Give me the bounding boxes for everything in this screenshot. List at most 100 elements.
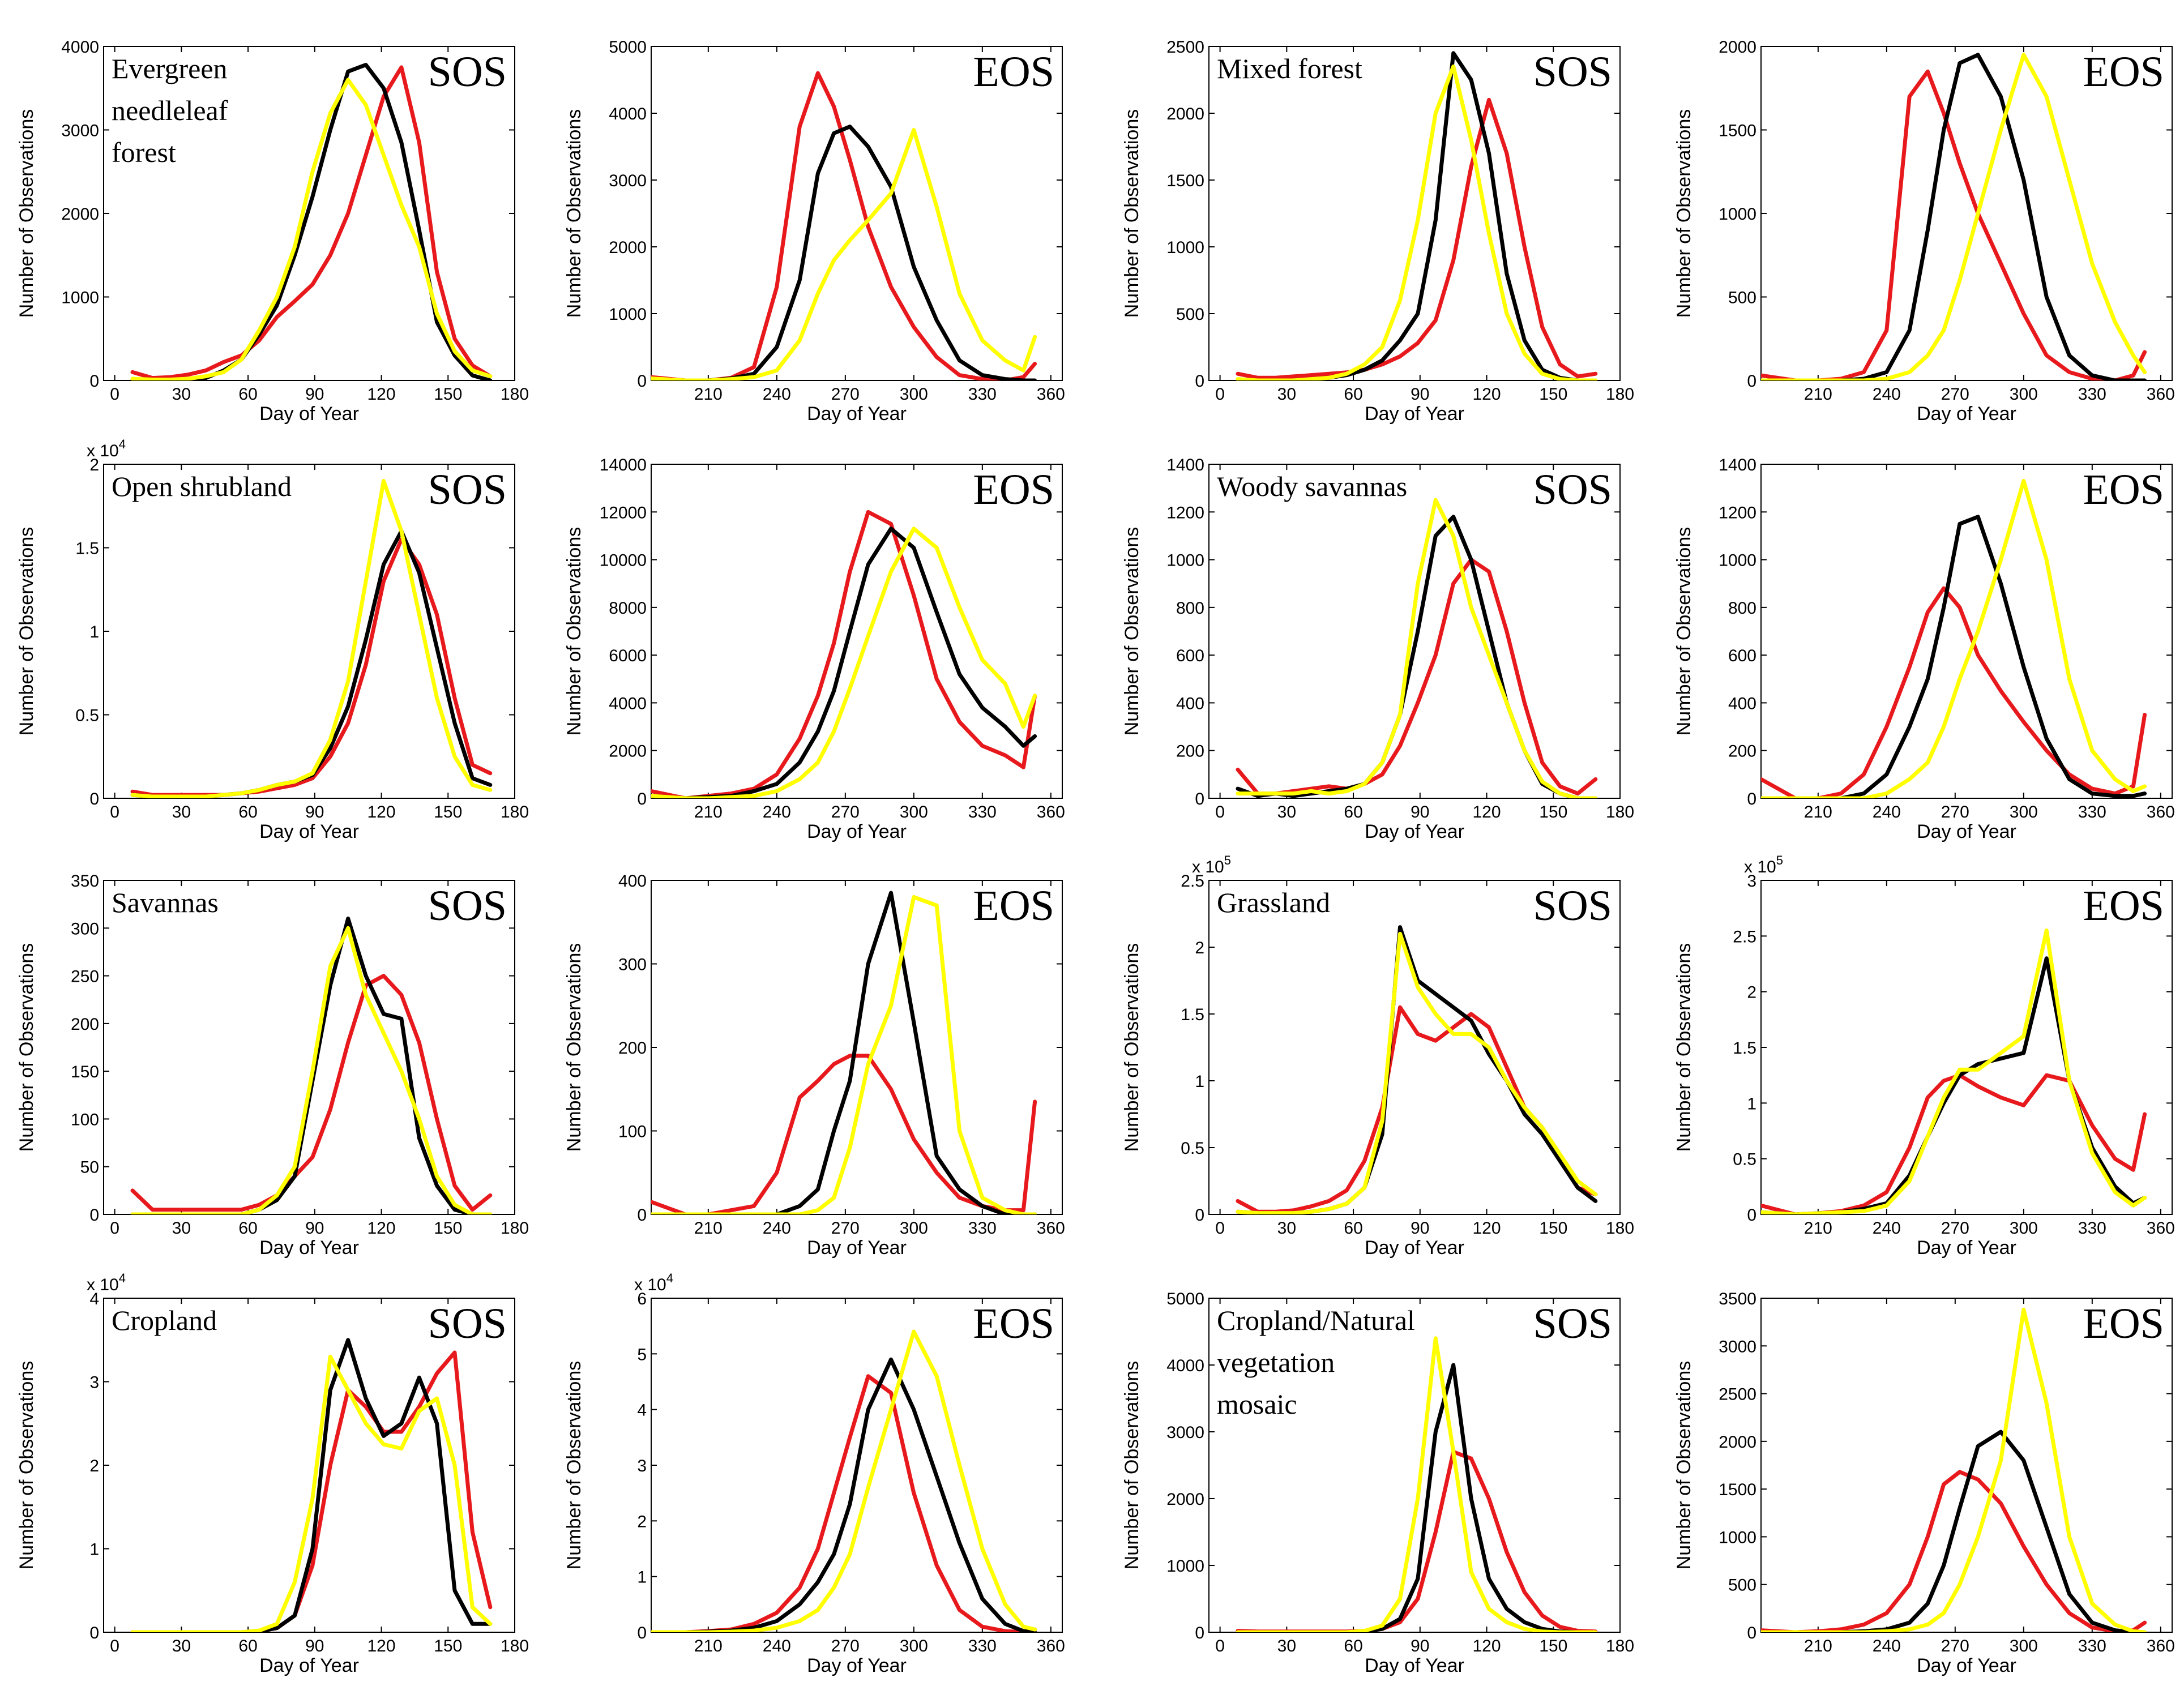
y-tick-label: 1000	[609, 305, 647, 324]
phase-label: EOS	[973, 882, 1054, 930]
y-tick-label: 0	[89, 372, 99, 391]
y-axis-label: Number of Observations	[563, 109, 585, 318]
phase-label: SOS	[1533, 1300, 1612, 1347]
x-tick-label: 150	[1539, 1637, 1567, 1655]
phase-label: EOS	[973, 466, 1054, 514]
series-red-line	[1236, 1449, 1598, 1632]
panel-13: 0 30 60 90 120 150 180 0 1 2 3 4 Day of Year Number o…	[16, 1271, 529, 1676]
panel-12: 210 240 270 300 330 360 0 0.5 1 1.5 2 2.5 3 Day of Ye…	[1673, 853, 2175, 1259]
panel-3: 0 30 60 90 120 150 180 0 500 1000 1500 2000 2500 Day …	[1121, 38, 1634, 425]
x-tick-label: 360	[2147, 803, 2175, 821]
axis-multiplier: x 105	[1744, 853, 1783, 876]
x-tick-label: 90	[305, 1637, 324, 1655]
series-yellow-line	[1236, 1336, 1598, 1632]
y-tick-label: 1500	[1166, 172, 1204, 190]
x-tick-label: 300	[900, 1637, 928, 1655]
y-tick-label: 1200	[1719, 503, 1756, 522]
axis-multiplier: x 104	[87, 437, 126, 460]
x-tick-label: 240	[763, 385, 791, 404]
vegetation-type-label: Mixed forest	[1217, 53, 1362, 84]
x-tick-label: 150	[434, 803, 462, 821]
y-tick-label: 1000	[61, 289, 99, 307]
series-yellow-line	[1761, 1307, 2147, 1632]
y-tick-label: 4000	[1166, 1357, 1204, 1375]
x-tick-label: 30	[172, 385, 191, 404]
series-yellow-line	[651, 128, 1037, 380]
axes-frame	[1208, 880, 1621, 1215]
y-tick-label: 200	[618, 1039, 647, 1058]
x-tick-label: 0	[1215, 1637, 1225, 1655]
x-tick-label: 150	[1539, 803, 1567, 821]
y-tick-label: 2000	[1166, 105, 1204, 123]
x-tick-label: 240	[763, 1219, 791, 1238]
phase-label: SOS	[1533, 466, 1612, 514]
y-tick-label: 0.5	[75, 707, 99, 725]
y-tick-label: 0	[1747, 790, 1756, 808]
x-tick-label: 240	[763, 803, 791, 821]
x-tick-label: 0	[110, 1637, 119, 1655]
y-tick-label: 2	[1747, 983, 1756, 1002]
vegetation-type-label: Cropland	[112, 1304, 217, 1336]
axis-multiplier: x 104	[87, 1271, 126, 1294]
y-tick-label: 10000	[600, 551, 647, 570]
y-tick-label: 2	[89, 1457, 99, 1475]
x-tick-label: 210	[1804, 1219, 1832, 1238]
panel-15: 0 30 60 90 120 150 180 0 1000 2000 3000 4000 5000 Day…	[1121, 1290, 1634, 1676]
x-tick-label: 270	[831, 1637, 860, 1655]
x-axis-label: Day of Year	[259, 403, 359, 425]
vegetation-type-label: Savannas	[112, 887, 219, 918]
x-tick-label: 360	[2147, 1637, 2175, 1655]
y-tick-label: 150	[71, 1063, 99, 1081]
x-tick-label: 60	[238, 1637, 257, 1655]
y-tick-label: 2	[1195, 939, 1204, 957]
x-tick-label: 270	[1941, 385, 1969, 404]
x-axis-label: Day of Year	[1365, 1655, 1464, 1676]
y-tick-label: 4000	[609, 694, 647, 713]
y-tick-label: 4	[89, 1290, 99, 1308]
y-axis-label: Number of Observations	[1121, 943, 1143, 1152]
x-tick-label: 360	[1037, 1219, 1065, 1238]
x-axis-label: Day of Year	[807, 1655, 907, 1676]
vegetation-type-label: vegetation	[1217, 1346, 1335, 1378]
panel-14: 210 240 270 300 330 360 0 1 2 3 4 5 6 Day of Year Numb…	[563, 1271, 1065, 1676]
x-tick-label: 180	[1606, 1219, 1634, 1238]
y-tick-label: 0	[637, 790, 647, 808]
y-tick-label: 5000	[609, 38, 647, 57]
y-axis-label: Number of Observations	[1673, 943, 1695, 1152]
series-yellow-line	[1761, 53, 2147, 380]
y-tick-label: 0	[1195, 372, 1204, 391]
vegetation-type-label: needleleaf	[112, 95, 228, 126]
x-axis-label: Day of Year	[259, 1237, 359, 1259]
y-tick-label: 1.5	[1181, 1005, 1204, 1024]
x-tick-label: 30	[1277, 1637, 1296, 1655]
series-red-line	[651, 1054, 1037, 1214]
phase-label: EOS	[2083, 1300, 2164, 1347]
panel-1: 0 30 60 90 120 150 180 0 1000 2000 3000 4000 Day of …	[16, 38, 529, 425]
y-tick-label: 0	[89, 1624, 99, 1642]
axes-frame	[1208, 464, 1621, 799]
y-tick-label: 1000	[1166, 551, 1204, 570]
series-black-line	[1761, 956, 2147, 1214]
x-tick-label: 60	[1344, 1219, 1362, 1238]
vegetation-type-label: Woody savannas	[1217, 470, 1407, 502]
y-tick-label: 1.5	[1733, 1039, 1756, 1058]
y-tick-label: 2.5	[1181, 872, 1204, 891]
phase-label: EOS	[973, 48, 1054, 96]
y-tick-label: 8000	[609, 599, 647, 618]
y-tick-label: 6000	[609, 647, 647, 665]
vegetation-type-label: mosaic	[1217, 1388, 1297, 1420]
x-tick-label: 90	[1411, 1637, 1429, 1655]
y-axis-label: Number of Observations	[563, 1361, 585, 1570]
axes-frame	[1208, 46, 1621, 381]
y-tick-label: 5	[637, 1345, 647, 1364]
y-tick-label: 0	[1747, 372, 1756, 391]
x-tick-label: 30	[1277, 385, 1296, 404]
y-tick-label: 2.5	[1733, 927, 1756, 946]
axes-frame	[1760, 1298, 2173, 1633]
x-tick-label: 210	[694, 1219, 723, 1238]
y-tick-label: 300	[71, 919, 99, 938]
vegetation-type-label: forest	[112, 136, 176, 168]
axes-frame	[1208, 1298, 1621, 1633]
x-tick-label: 120	[1473, 385, 1501, 404]
